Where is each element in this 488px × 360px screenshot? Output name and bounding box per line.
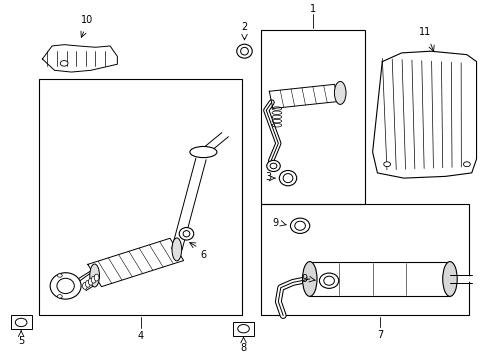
Bar — [39, 79, 242, 315]
Ellipse shape — [269, 163, 276, 169]
Ellipse shape — [172, 238, 181, 261]
Text: 7: 7 — [376, 330, 382, 340]
Ellipse shape — [442, 262, 456, 296]
Polygon shape — [372, 51, 476, 178]
Ellipse shape — [236, 44, 252, 58]
Polygon shape — [309, 262, 449, 296]
Ellipse shape — [183, 231, 189, 237]
Ellipse shape — [57, 278, 74, 294]
Bar — [10, 315, 32, 329]
Ellipse shape — [383, 162, 390, 167]
Ellipse shape — [15, 318, 27, 327]
Text: 10: 10 — [81, 15, 93, 25]
Ellipse shape — [90, 264, 99, 287]
Ellipse shape — [290, 218, 309, 233]
Ellipse shape — [91, 276, 96, 283]
Ellipse shape — [319, 273, 338, 288]
Text: 2: 2 — [241, 22, 247, 32]
Polygon shape — [269, 84, 337, 108]
Ellipse shape — [334, 81, 346, 104]
Bar — [261, 204, 468, 315]
Ellipse shape — [179, 228, 193, 240]
Ellipse shape — [283, 174, 292, 183]
Text: 3: 3 — [264, 172, 270, 182]
Ellipse shape — [57, 294, 62, 298]
Polygon shape — [42, 45, 117, 72]
Ellipse shape — [88, 278, 93, 285]
Ellipse shape — [94, 274, 99, 281]
Ellipse shape — [463, 162, 469, 167]
Ellipse shape — [57, 274, 62, 277]
Ellipse shape — [50, 273, 81, 299]
Ellipse shape — [302, 262, 316, 296]
Text: 1: 1 — [310, 4, 316, 14]
Bar — [232, 323, 254, 336]
Bar — [261, 30, 365, 204]
Text: 8: 8 — [240, 343, 246, 352]
Ellipse shape — [237, 324, 249, 333]
Text: 9: 9 — [301, 274, 307, 284]
Ellipse shape — [323, 276, 334, 285]
Ellipse shape — [266, 161, 280, 171]
Ellipse shape — [60, 60, 68, 66]
Text: 5: 5 — [18, 336, 24, 346]
Text: 6: 6 — [200, 251, 206, 260]
Text: 11: 11 — [418, 27, 430, 37]
Ellipse shape — [85, 280, 90, 287]
Polygon shape — [88, 238, 183, 287]
Ellipse shape — [294, 221, 305, 230]
Text: 4: 4 — [137, 331, 143, 341]
Ellipse shape — [240, 48, 248, 55]
Ellipse shape — [279, 171, 296, 186]
Ellipse shape — [82, 283, 87, 289]
Text: 9: 9 — [272, 218, 278, 228]
Ellipse shape — [189, 147, 217, 158]
